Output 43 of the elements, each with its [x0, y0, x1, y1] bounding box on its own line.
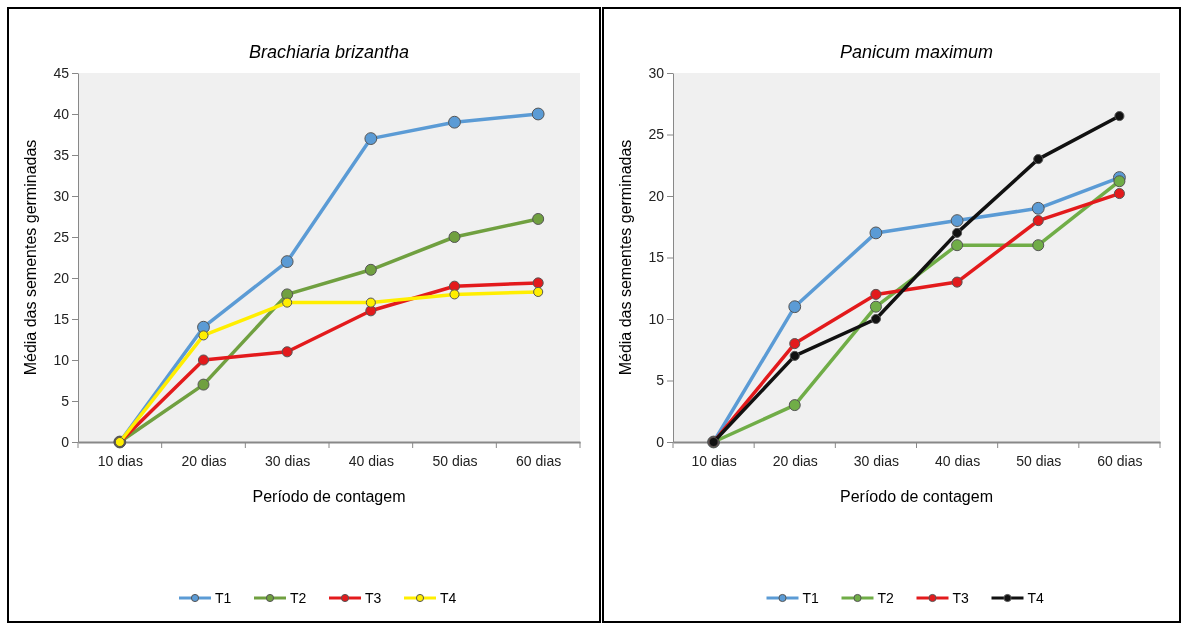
x-tick-label: 40 dias [348, 452, 394, 469]
y-tick-label: 5 [61, 392, 70, 409]
y-tick-label: 15 [648, 249, 665, 266]
y-tick-label: 20 [648, 187, 665, 204]
y-tick-label: 40 [53, 105, 70, 122]
y-tick-label: 20 [53, 269, 70, 286]
x-axis-title: Período de contagem [252, 488, 406, 505]
x-tick-label: 20 dias [772, 452, 818, 469]
y-tick-label: 45 [53, 64, 70, 81]
legend-label: T3 [952, 590, 970, 606]
y-tick-label: 25 [648, 126, 665, 143]
x-tick-label: 60 dias [516, 452, 562, 469]
legend-label: T1 [215, 590, 232, 606]
x-tick-label: 30 dias [853, 452, 899, 469]
x-tick-label: 50 dias [1016, 452, 1062, 469]
y-axis-title: Média das sementes germinadas [22, 139, 39, 376]
x-tick-label: 10 dias [691, 452, 737, 469]
y-tick-label: 10 [53, 351, 70, 368]
x-tick-label: 30 dias [265, 452, 311, 469]
y-tick-label: 10 [648, 310, 665, 327]
y-tick-label: 35 [53, 146, 70, 163]
x-tick-label: 60 dias [1097, 452, 1143, 469]
y-tick-label: 25 [53, 228, 70, 245]
x-tick-label: 10 dias [97, 452, 143, 469]
legend-label: T1 [802, 590, 820, 606]
y-tick-label: 0 [61, 433, 70, 450]
legend-label: T3 [365, 590, 382, 606]
y-tick-label: 0 [656, 433, 665, 450]
chart-title: Brachiaria brizantha [248, 42, 410, 62]
y-tick-label: 5 [656, 372, 665, 389]
legend-label: T2 [877, 590, 895, 606]
legend-label: T4 [1027, 590, 1045, 606]
legend-label: T4 [440, 590, 457, 606]
x-tick-label: 50 dias [432, 452, 478, 469]
legend-label: T2 [290, 590, 307, 606]
y-axis-title: Média das sementes germinadas [617, 139, 634, 376]
x-tick-label: 40 dias [935, 452, 981, 469]
y-tick-label: 15 [53, 310, 70, 327]
x-axis-title: Período de contagem [840, 488, 993, 505]
y-tick-label: 30 [648, 64, 665, 81]
x-tick-label: 20 dias [181, 452, 227, 469]
y-tick-label: 30 [53, 187, 70, 204]
chart-title: Panicum maximum [839, 42, 994, 62]
